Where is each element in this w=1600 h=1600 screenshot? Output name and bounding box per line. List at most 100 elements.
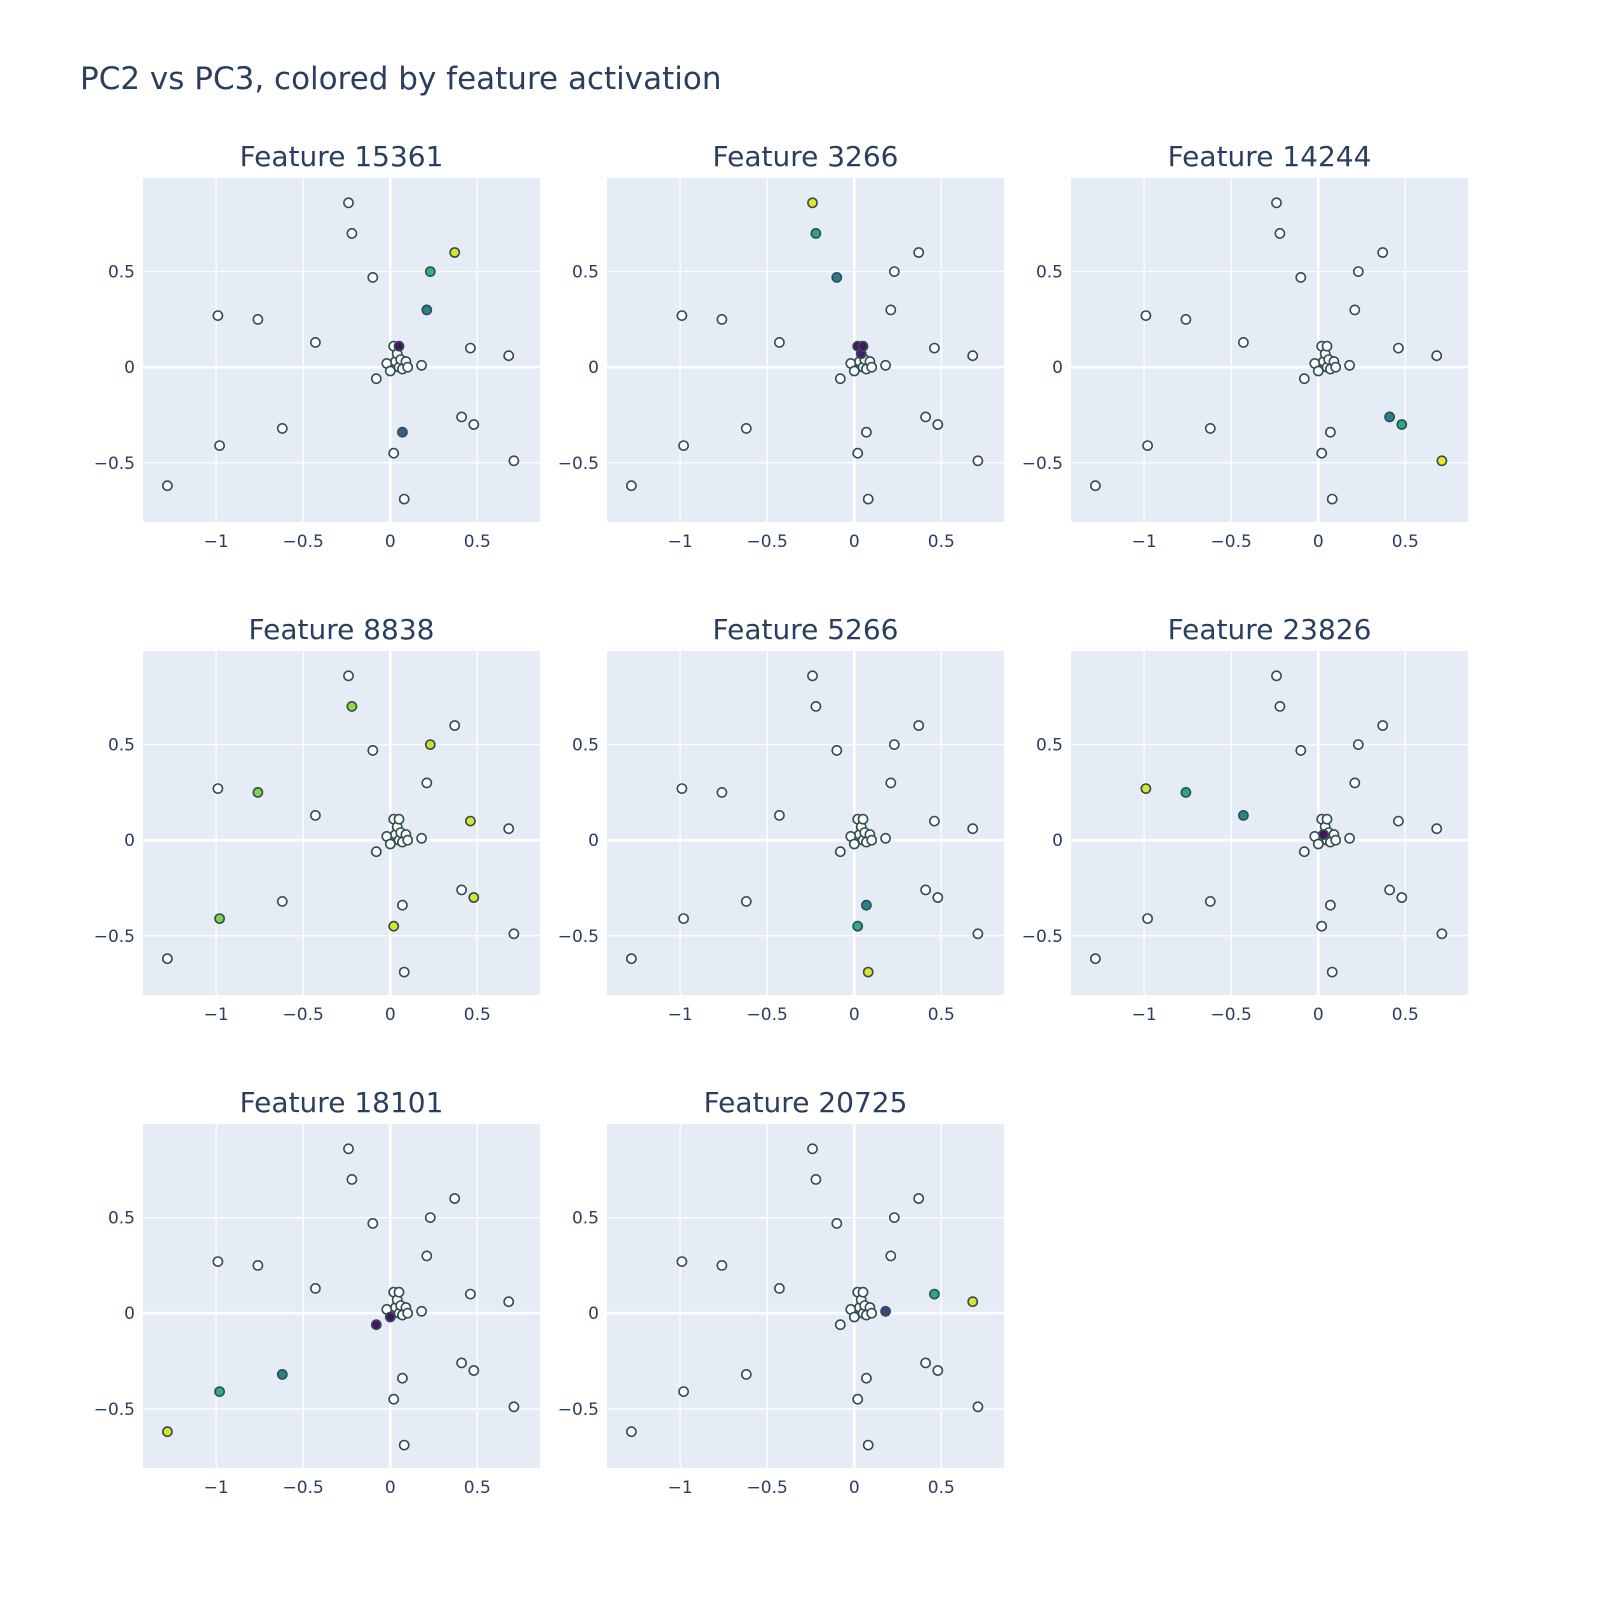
scatter-point [861, 1372, 872, 1384]
scatter-point [416, 359, 427, 371]
subplot: Feature 8838 −1 −0.5 0 0.5 −0.5 0 0.5 [94, 613, 540, 1025]
y-tick-label: −0.5 [94, 454, 135, 474]
y-tick-label: 0.5 [108, 1209, 135, 1229]
plot-area [607, 1124, 1004, 1468]
scatter-point [1431, 350, 1443, 362]
x-tick-label: 0 [849, 1005, 860, 1025]
scatter-point [346, 227, 358, 239]
y-tick-label: 0.5 [108, 736, 135, 756]
scatter-point-active [967, 1296, 979, 1308]
scatter-point [866, 1307, 878, 1319]
subplot-title: Feature 8838 [249, 613, 435, 646]
scatter-point [421, 1250, 433, 1262]
scatter-point [367, 271, 379, 283]
scatter-point [421, 777, 433, 789]
scatter-point [456, 884, 467, 896]
subplot-title: Feature 5266 [713, 613, 899, 646]
scatter-point [932, 419, 944, 430]
scatter-point [1140, 310, 1152, 321]
scatter-point [885, 777, 897, 789]
scatter-point [276, 896, 288, 907]
scatter-point [398, 966, 410, 978]
scatter-point [885, 304, 897, 316]
scatter-point [1326, 493, 1338, 505]
scatter-point-active [464, 815, 476, 827]
scatter-point [1330, 834, 1342, 846]
y-tick-label: −0.5 [1022, 454, 1063, 474]
scatter-point [503, 350, 515, 362]
scatter-point [862, 493, 874, 505]
y-tick-label: 0.5 [1036, 263, 1063, 283]
scatter-point [967, 350, 979, 362]
scatter-point [464, 1288, 476, 1300]
scatter-point [920, 411, 931, 423]
scatter-point-active [862, 966, 874, 978]
scatter-point [913, 1193, 925, 1204]
scatter-point [626, 480, 637, 492]
plot-area [143, 651, 540, 995]
scatter-point [1295, 745, 1307, 756]
subplot: Feature 15361 −1 −0.5 0 0.5 −0.5 0 0.5 [94, 140, 540, 552]
scatter-point [464, 342, 476, 354]
subplot-title: Feature 14244 [1168, 140, 1372, 173]
scatter-point [834, 373, 846, 385]
scatter-point [1316, 920, 1328, 932]
scatter-point [1204, 896, 1216, 907]
x-tick-label: 0.5 [928, 1005, 955, 1025]
scatter-point [1312, 365, 1324, 377]
scatter-point [212, 783, 224, 794]
scatter-point-active [857, 340, 869, 352]
scatter-point [740, 896, 752, 907]
scatter-point-active [214, 1386, 225, 1397]
x-tick-label: −0.5 [1211, 532, 1252, 552]
scatter-point [831, 1218, 843, 1229]
scatter-point [508, 1401, 520, 1413]
scatter-point [932, 892, 944, 903]
scatter-point [309, 336, 321, 348]
scatter-point [967, 823, 979, 835]
scatter-point [343, 197, 354, 209]
scatter-point [831, 745, 843, 756]
scatter-point [1431, 823, 1443, 835]
x-tick-label: 0.5 [928, 532, 955, 552]
scatter-point-active [396, 426, 408, 438]
scatter-point-active [252, 787, 264, 798]
scatter-point [920, 884, 931, 896]
scatter-point-active [468, 892, 480, 903]
x-tick-label: 0 [385, 1478, 396, 1498]
scatter-point [810, 1174, 822, 1185]
x-tick-label: −0.5 [747, 532, 788, 552]
scatter-point [346, 1174, 358, 1185]
scatter-point [1396, 892, 1408, 903]
y-tick-label: −0.5 [94, 927, 135, 947]
y-tick-label: 0 [1052, 358, 1063, 378]
scatter-point [1316, 447, 1328, 459]
scatter-point [416, 832, 427, 844]
subplot-title: Feature 20725 [704, 1086, 908, 1119]
scatter-point [503, 823, 515, 835]
y-tick-label: 0 [588, 831, 599, 851]
scatter-point [1352, 739, 1364, 750]
x-tick-label: −0.5 [1211, 1005, 1252, 1025]
plot-area [143, 1124, 540, 1468]
scatter-point [888, 1212, 900, 1223]
x-tick-label: 0 [1313, 532, 1324, 552]
scatter-point-active [388, 920, 400, 932]
scatter-point [402, 361, 414, 373]
scatter-point-active [421, 304, 433, 316]
scatter-point-active [346, 701, 358, 712]
x-tick-label: 0.5 [1392, 1005, 1419, 1025]
scatter-point-active [161, 1426, 173, 1438]
scatter-point [852, 1393, 864, 1405]
scatter-point [370, 373, 382, 385]
scatter-point-active [1140, 783, 1152, 794]
scatter-point [416, 1305, 427, 1317]
scatter-point [716, 787, 728, 798]
scatter-point [388, 447, 400, 459]
scatter-point [852, 447, 864, 459]
x-tick-label: −1 [668, 1005, 693, 1025]
scatter-point-active [276, 1369, 288, 1380]
scatter-point [885, 1250, 897, 1262]
scatter-point [1271, 197, 1282, 209]
